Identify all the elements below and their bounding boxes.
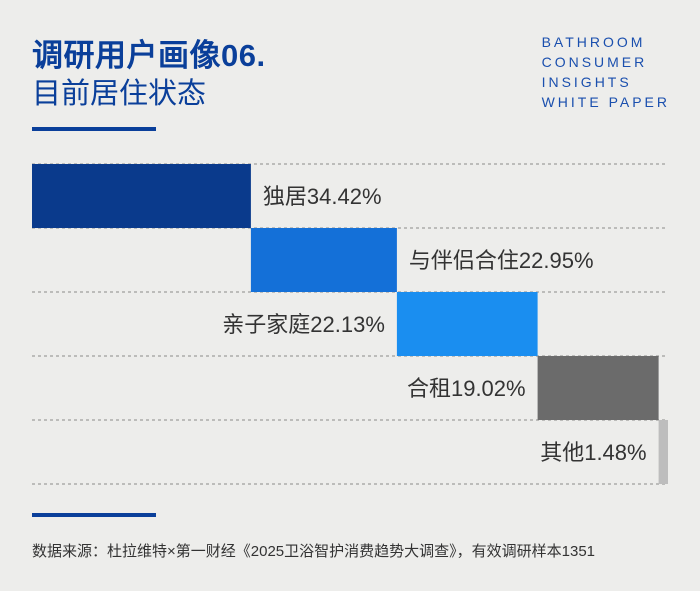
bar-label-2: 与伴侣合住22.95%: [409, 248, 594, 273]
bar-label-3: 亲子家庭22.13%: [222, 312, 385, 337]
bar-5: [658, 420, 668, 484]
bar-2: [250, 228, 397, 292]
bar-4: [537, 356, 659, 420]
brand-block: BATHROOM CONSUMER INSIGHTS WHITE PAPER: [542, 32, 670, 112]
bottom-rule: [32, 513, 156, 517]
bar-label-5: 其他1.48%: [540, 440, 646, 465]
brand-line-3: INSIGHTS: [541, 74, 632, 90]
brand-line-1: BATHROOM: [541, 34, 646, 50]
brand-line-4: WHITE PAPER: [541, 94, 670, 110]
bar-label-4: 合租19.02%: [407, 376, 526, 401]
bar-1: [32, 164, 251, 228]
brand-line-2: CONSUMER: [541, 54, 648, 70]
source-note: 数据来源：杜拉维特×第一财经《2025卫浴智护消费趋势大调查》，有效调研样本13…: [32, 543, 596, 560]
bar-label-1: 独居34.42%: [263, 184, 382, 209]
page-subtitle: 目前居住状态: [32, 78, 207, 110]
top-rule: [32, 127, 156, 131]
bar-3: [396, 292, 538, 356]
page-title: 调研用户画像06.: [32, 38, 266, 73]
